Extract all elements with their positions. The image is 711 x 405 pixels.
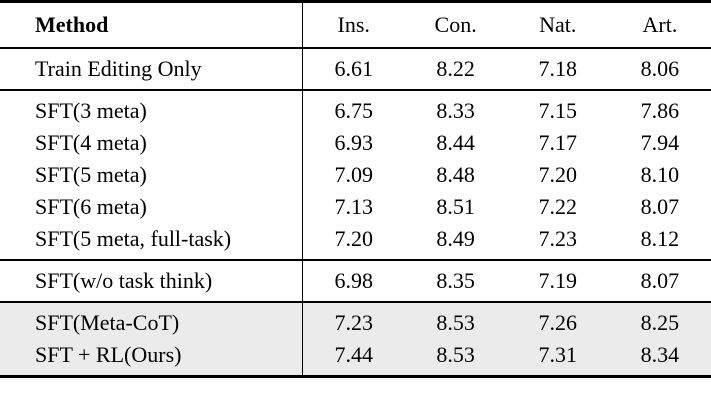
- value-cell: 7.20: [538, 162, 578, 187]
- value-cell: 8.06: [640, 56, 680, 81]
- table-row: SFT(5 meta, full-task) 7.20 8.49 7.23 8.…: [0, 223, 711, 260]
- value-cell: 7.15: [538, 98, 578, 123]
- section-ours-highlighted: SFT(Meta-CoT) 7.23 8.53 7.26 8.25 SFT + …: [0, 302, 711, 377]
- value-cell: 7.86: [640, 98, 680, 123]
- table-row: SFT(3 meta) 6.75 8.33 7.15 7.86: [0, 90, 711, 127]
- column-header-con: Con.: [404, 1, 507, 49]
- section-sft-meta-ablation: SFT(3 meta) 6.75 8.33 7.15 7.86 SFT(4 me…: [0, 90, 711, 260]
- table-row: SFT(6 meta) 7.13 8.51 7.22 8.07: [0, 191, 711, 223]
- column-header-ins: Ins.: [301, 1, 405, 49]
- column-header-art: Art.: [608, 1, 711, 49]
- value-cell: 8.53: [404, 339, 507, 377]
- table-row: SFT(5 meta) 7.09 8.48 7.20 8.10: [0, 159, 711, 191]
- value-cell: 8.35: [436, 268, 475, 293]
- value-cell: 8.53: [404, 302, 507, 339]
- method-cell: SFT(5 meta): [35, 162, 147, 187]
- value-cell: 7.19: [538, 268, 578, 293]
- value-cell: 8.25: [608, 302, 711, 339]
- value-cell: 7.09: [301, 159, 405, 191]
- value-cell: 7.18: [538, 56, 578, 81]
- value-cell: 7.17: [538, 130, 578, 155]
- column-header-nat: Nat.: [506, 1, 609, 49]
- value-cell: 6.61: [301, 48, 405, 90]
- value-cell: 7.26: [506, 302, 609, 339]
- value-cell: 7.20: [301, 223, 405, 260]
- value-cell: 7.31: [506, 339, 609, 377]
- method-cell: SFT(6 meta): [35, 194, 147, 219]
- results-table: Method Ins. Con. Nat. Art. Train Editing…: [0, 0, 711, 378]
- value-cell: 7.44: [301, 339, 405, 377]
- value-cell: 7.23: [301, 302, 405, 339]
- section-sft-wo-task-think: SFT(w/o task think) 6.98 8.35 7.19 8.07: [0, 260, 711, 302]
- value-cell: 8.48: [436, 162, 475, 187]
- value-cell: 6.93: [301, 127, 405, 159]
- header-row: Method Ins. Con. Nat. Art.: [0, 1, 711, 49]
- value-cell: 7.94: [640, 130, 680, 155]
- value-cell: 8.34: [608, 339, 711, 377]
- table-row: SFT + RL(Ours) 7.44 8.53 7.31 8.34: [0, 339, 711, 377]
- value-cell: 6.98: [301, 260, 405, 302]
- method-cell: SFT(3 meta): [35, 98, 147, 123]
- table-row: SFT(4 meta) 6.93 8.44 7.17 7.94: [0, 127, 711, 159]
- value-cell: 8.07: [640, 268, 680, 293]
- table-row: SFT(Meta-CoT) 7.23 8.53 7.26 8.25: [0, 302, 711, 339]
- value-cell: 8.22: [436, 56, 475, 81]
- value-cell: 8.07: [640, 194, 680, 219]
- column-header-method: Method: [0, 1, 303, 49]
- method-cell: Train Editing Only: [35, 56, 202, 81]
- method-cell: SFT(w/o task think): [35, 268, 213, 293]
- value-cell: 7.22: [538, 194, 578, 219]
- value-cell: 8.12: [640, 226, 680, 251]
- table-row: Train Editing Only 6.61 8.22 7.18 8.06: [0, 48, 711, 90]
- table-header: Method Ins. Con. Nat. Art.: [0, 1, 711, 49]
- value-cell: 8.33: [436, 98, 475, 123]
- method-cell: SFT(Meta-CoT): [0, 302, 303, 339]
- value-cell: 8.51: [436, 194, 475, 219]
- method-cell: SFT(5 meta, full-task): [35, 226, 232, 251]
- section-baseline: Train Editing Only 6.61 8.22 7.18 8.06: [0, 48, 711, 90]
- value-cell: 7.13: [301, 191, 405, 223]
- method-cell: SFT + RL(Ours): [0, 339, 303, 377]
- value-cell: 8.10: [640, 162, 680, 187]
- value-cell: 6.75: [301, 90, 405, 127]
- value-cell: 7.23: [538, 226, 578, 251]
- value-cell: 8.44: [436, 130, 475, 155]
- value-cell: 8.49: [436, 226, 475, 251]
- method-cell: SFT(4 meta): [35, 130, 147, 155]
- table-row: SFT(w/o task think) 6.98 8.35 7.19 8.07: [0, 260, 711, 302]
